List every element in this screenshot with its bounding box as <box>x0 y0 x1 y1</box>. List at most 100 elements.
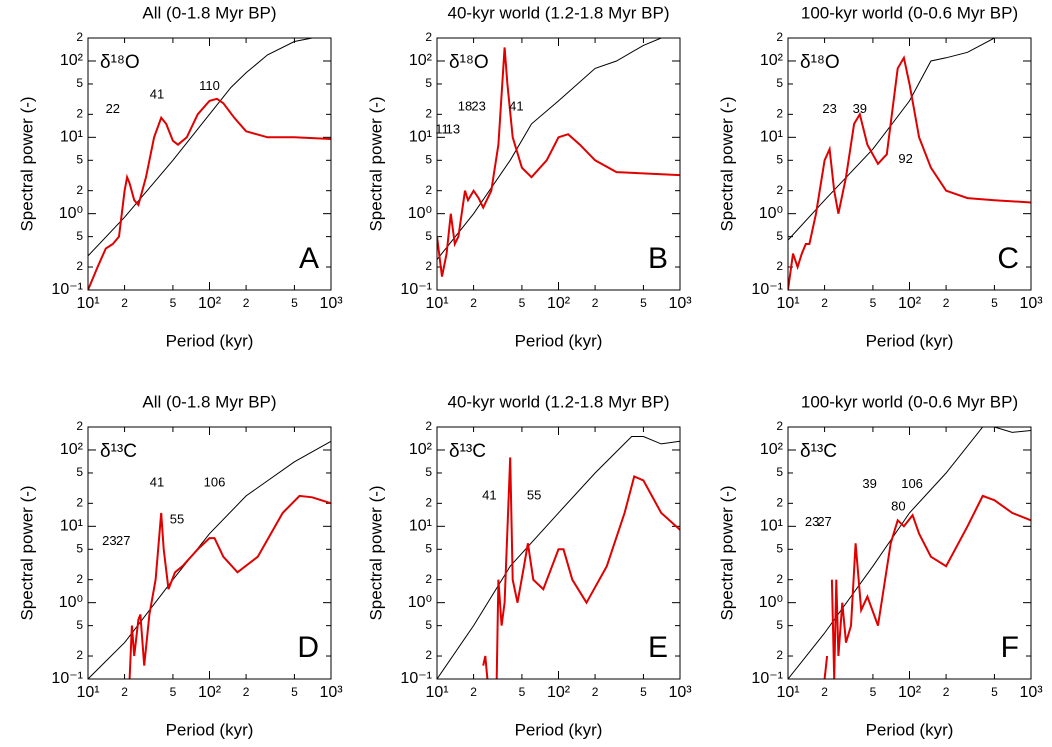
y-tick-label: 5 <box>76 229 83 243</box>
peak-label: 23 <box>102 533 116 548</box>
y-tick-label: 5 <box>425 76 432 90</box>
x-tick-label: 5 <box>519 296 526 310</box>
y-tick-label: 5 <box>776 152 783 166</box>
x-tick-label: 10² <box>547 295 571 312</box>
y-tick-label: 10⁰ <box>759 594 783 611</box>
x-tick-label: 10³ <box>319 295 343 312</box>
peak-label: 39 <box>853 101 867 116</box>
series-line <box>482 457 680 679</box>
y-tick-label: 2 <box>776 107 783 121</box>
y-tick-label: 2 <box>776 496 783 510</box>
x-tick-label: 5 <box>170 296 177 310</box>
panel-title: 40-kyr world (1.2-1.8 Myr BP) <box>448 392 670 411</box>
peak-label: 22 <box>106 101 120 116</box>
x-tick-label: 5 <box>640 296 647 310</box>
plot-frame <box>436 37 681 291</box>
peak-label: 23 <box>805 514 819 529</box>
y-tick-label: 10⁰ <box>759 205 783 222</box>
isotope-label: δ¹³C <box>800 441 837 462</box>
x-axis-label: Period (kyr) <box>515 720 603 739</box>
x-tick-label: 2 <box>470 685 477 699</box>
x-tick-label: 2 <box>121 685 128 699</box>
x-tick-label: 10² <box>898 684 922 701</box>
panel: 40-kyr world (1.2-1.8 Myr BP) Period (kyr… <box>366 392 692 739</box>
y-tick-label: 10¹ <box>409 129 432 146</box>
series-line <box>437 436 680 679</box>
x-tick-label: 5 <box>291 685 298 699</box>
x-axis-label: Period (kyr) <box>866 720 954 739</box>
y-tick-label: 10¹ <box>760 518 783 535</box>
y-tick-label: 10⁻¹ <box>400 670 432 687</box>
y-tick-label: 10² <box>60 441 84 458</box>
x-tick-label: 10² <box>547 684 571 701</box>
x-tick-label: 10³ <box>1019 295 1043 312</box>
panel: All (0-1.8 Myr BP) Period (kyr) Spectral p… <box>17 3 343 350</box>
panel-letter: B <box>648 242 668 275</box>
y-tick-label: 5 <box>425 152 432 166</box>
y-tick-label: 2 <box>776 30 783 44</box>
x-tick-label: 2 <box>470 296 477 310</box>
y-tick-label: 2 <box>425 30 432 44</box>
x-tick-label: 10³ <box>668 684 692 701</box>
panel: All (0-1.8 Myr BP) Period (kyr) Spectral p… <box>17 392 343 739</box>
panel-title: 40-kyr world (1.2-1.8 Myr BP) <box>448 3 670 22</box>
isotope-label: δ¹⁸O <box>100 52 140 73</box>
y-tick-label: 2 <box>776 259 783 273</box>
y-tick-label: 5 <box>76 541 83 555</box>
y-axis-label: Spectral power (-) <box>17 96 36 231</box>
peak-label: 106 <box>204 474 226 489</box>
y-tick-label: 2 <box>76 107 83 121</box>
panel-title: 100-kyr world (0-0.6 Myr BP) <box>801 3 1018 22</box>
peak-label: 41 <box>482 487 496 502</box>
series-line <box>788 427 1031 679</box>
y-tick-label: 10² <box>760 441 784 458</box>
panel-letter: C <box>997 242 1019 275</box>
x-tick-label: 2 <box>243 296 250 310</box>
x-tick-label: 2 <box>943 296 950 310</box>
y-tick-label: 5 <box>776 465 783 479</box>
peak-label: 18 <box>458 98 472 113</box>
plot-frame <box>787 37 1032 291</box>
y-tick-label: 10⁰ <box>59 205 83 222</box>
isotope-label: δ¹³C <box>100 441 137 462</box>
series-line <box>88 440 331 679</box>
isotope-label: δ¹⁸O <box>800 52 840 73</box>
panel-title: All (0-1.8 Myr BP) <box>142 392 276 411</box>
x-tick-label: 5 <box>870 685 877 699</box>
y-tick-label: 5 <box>425 229 432 243</box>
y-axis-label: Spectral power (-) <box>17 485 36 620</box>
y-tick-label: 10¹ <box>760 129 783 146</box>
x-axis-label: Period (kyr) <box>166 720 254 739</box>
peak-label: 92 <box>898 151 912 166</box>
x-tick-label: 2 <box>121 296 128 310</box>
plot-frame <box>787 426 1032 680</box>
peak-label: 41 <box>150 86 164 101</box>
y-tick-label: 10² <box>409 52 433 69</box>
series-line <box>788 55 1031 290</box>
peak-label: 27 <box>817 514 831 529</box>
y-tick-label: 2 <box>76 183 83 197</box>
x-tick-label: 10³ <box>319 684 343 701</box>
series-line <box>788 38 995 241</box>
y-tick-label: 10⁰ <box>408 594 432 611</box>
series-line <box>437 38 662 260</box>
y-tick-label: 10¹ <box>409 518 432 535</box>
y-axis-label: Spectral power (-) <box>717 485 736 620</box>
x-tick-label: 2 <box>943 685 950 699</box>
x-tick-label: 2 <box>592 685 599 699</box>
peak-label: 110 <box>199 78 220 93</box>
x-tick-label: 2 <box>243 685 250 699</box>
x-tick-label: 2 <box>592 296 599 310</box>
y-tick-label: 5 <box>776 76 783 90</box>
series-line <box>88 97 331 290</box>
isotope-label: δ¹³C <box>449 441 486 462</box>
y-tick-label: 10⁻¹ <box>751 281 783 298</box>
panel: 40-kyr world (1.2-1.8 Myr BP) Period (kyr… <box>366 3 692 350</box>
plot-frame <box>87 37 332 291</box>
x-tick-label: 10³ <box>1019 684 1043 701</box>
peak-label: 27 <box>116 533 130 548</box>
y-tick-label: 5 <box>425 618 432 632</box>
y-tick-label: 10¹ <box>60 129 83 146</box>
panel-letter: F <box>1001 631 1019 664</box>
y-tick-label: 10⁻¹ <box>51 281 83 298</box>
